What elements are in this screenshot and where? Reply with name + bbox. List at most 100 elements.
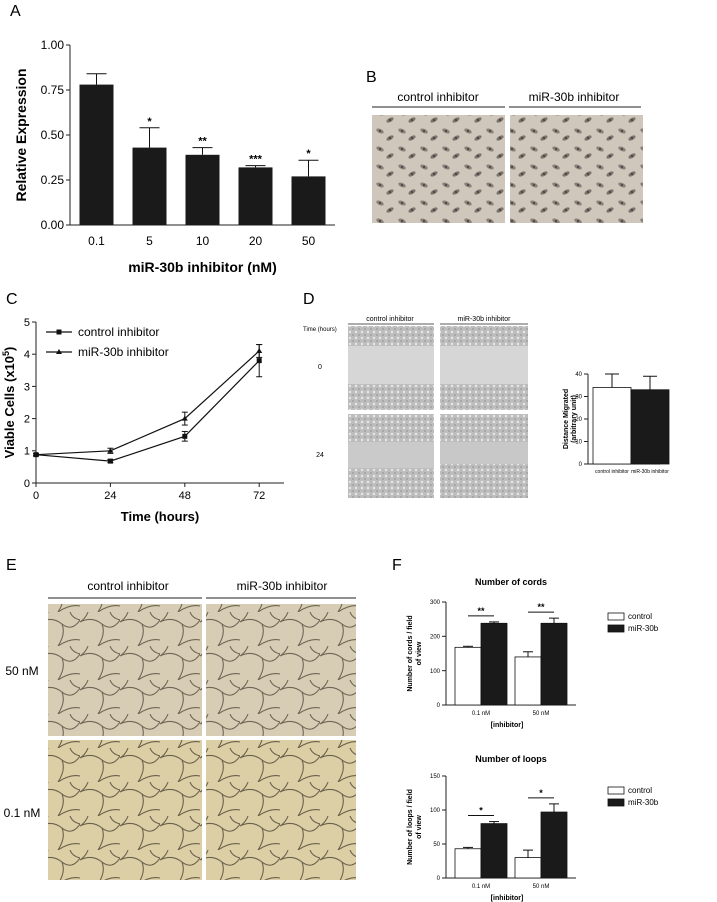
panel-d-row-0: 0 (318, 364, 322, 371)
chart-f2-legend-swatch (607, 798, 625, 807)
chart-a-xlabel: miR-30b inhibitor (nM) (128, 259, 277, 275)
chart-a-ytick-label: 0.25 (41, 173, 65, 187)
chart-d-bar (630, 389, 670, 465)
chart-f1-ylabel-2: of view (416, 641, 423, 665)
chart-f2-bar (540, 811, 568, 879)
chart-a-significance: *** (249, 154, 263, 166)
chart-f2: Number of loops 0 50 100 150 * 0.1 nM * 50 nM [in… (407, 754, 659, 902)
chart-f1: Number of cords 0 100 200 300 ** 0.1 nM ** 50 nM… (407, 577, 659, 729)
chart-f2-ylabel-2: of view (416, 815, 423, 839)
chart-f2-ytick-label: 0 (437, 876, 441, 882)
chart-c-point (33, 451, 39, 457)
chart-f2-bar (480, 823, 508, 879)
chart-c-ytick-label: 0 (24, 478, 30, 490)
chart-f2-legend-swatch (607, 786, 625, 795)
chart-d-ytick-label: 20 (575, 417, 582, 423)
chart-a-xtick-label: 20 (249, 234, 263, 248)
chart-a-bar (79, 84, 114, 225)
chart-f1-xlabel: [inhibitor] (491, 722, 524, 729)
chart-d-bar (592, 387, 632, 465)
chart-c-ylabel-main: Viable Cells (x10 (2, 356, 17, 458)
chart-c-legend-label: miR-30b inhibitor (78, 345, 169, 359)
chart-c: 0 1 2 3 4 5 0 24 48 72 control inhibitor miR-30b in… (1, 317, 284, 524)
chart-f1-legend-label: control (628, 612, 652, 621)
chart-c-xtick-label: 24 (104, 490, 116, 502)
chart-a-significance: * (147, 116, 152, 128)
chart-a-ytick-label: 0.75 (41, 83, 65, 97)
chart-c-xtick-label: 72 (253, 490, 265, 502)
chart-a-bar (291, 176, 326, 225)
tube-control-0-1nm (48, 740, 202, 880)
panel-label-e: E (6, 557, 17, 574)
panel-label-c: C (6, 291, 18, 308)
chart-d-xtick-label: miR-30b inhibitor (631, 469, 669, 475)
chart-a-bar (132, 147, 167, 225)
panel-label-b: B (366, 69, 377, 86)
chart-c-point (181, 415, 188, 421)
panel-e-row-50nm: 50 nM (5, 664, 38, 678)
tube-mir30b-50nm (206, 604, 356, 736)
chart-d-ytick-label: 30 (575, 395, 582, 401)
chart-f2-bar (514, 857, 542, 879)
chart-f1-bar (514, 656, 542, 706)
scratch-mir30b-24h (440, 414, 528, 498)
chart-c-xtick-label: 0 (33, 490, 39, 502)
panel-b-micrographs: control inhibitor miR-30b inhibitor (372, 90, 643, 223)
chart-a-xtick-label: 5 (146, 234, 153, 248)
chart-d-ytick-label: 40 (575, 372, 582, 378)
chart-f1-significance: ** (477, 606, 485, 616)
chart-c-point (256, 358, 262, 364)
chart-d: 0 10 20 30 40 control inhibitor miR-30b inhibi… (563, 372, 670, 475)
scratch-mir30b-0h (440, 326, 528, 410)
tube-mir30b-0-1nm (206, 740, 356, 880)
chart-c-ytick-label: 4 (24, 349, 30, 361)
chart-c-ytick-label: 2 (24, 413, 30, 425)
chart-f1-legend-label: miR-30b (628, 624, 659, 633)
chart-c-ylabel-end: ) (2, 347, 17, 351)
chart-c-ytick-label: 1 (24, 446, 30, 458)
panel-e-tube-images: control inhibitor miR-30b inhibitor 50 n… (4, 579, 356, 880)
chart-a-ylabel: Relative Expression (13, 68, 29, 201)
chart-f1-legend-swatch (607, 612, 625, 621)
scratch-control-0h (348, 326, 434, 410)
chart-f1-legend-swatch (607, 624, 625, 633)
chart-c-ytick-label: 3 (24, 381, 30, 393)
panel-d-scratch-images: control inhibitor miR-30b inhibitor Time… (303, 316, 528, 498)
chart-c-xlabel: Time (hours) (121, 509, 200, 524)
chart-a-xtick-label: 0.1 (88, 234, 105, 248)
chart-a-ytick-label: 0.00 (41, 218, 65, 232)
chart-a-bar (238, 167, 273, 225)
chart-f2-ytick-label: 150 (430, 774, 441, 780)
chart-c-legend-marker (56, 349, 62, 354)
chart-c-legend-marker (56, 329, 62, 335)
chart-f1-bar (480, 622, 508, 706)
chart-f2-significance: * (539, 788, 543, 798)
chart-d-ytick-label: 10 (575, 440, 582, 446)
chart-f2-bar (454, 848, 482, 879)
chart-c-ylabel-sup: 5 (1, 351, 11, 356)
panel-e-header-control: control inhibitor (87, 579, 168, 593)
chart-f1-ytick-label: 100 (430, 669, 441, 675)
chart-c-ytick-label: 5 (24, 317, 30, 329)
chart-d-ytick-label: 0 (579, 462, 583, 468)
chart-a-ytick-label: 0.50 (41, 128, 65, 142)
chart-f1-ytick-label: 300 (430, 600, 441, 606)
panel-d-header-mir30b: miR-30b inhibitor (458, 316, 512, 323)
panel-e-header-mir30b: miR-30b inhibitor (237, 579, 328, 593)
chart-f1-significance: ** (537, 602, 545, 612)
chart-c-point (107, 447, 114, 453)
chart-f2-xlabel: [inhibitor] (491, 895, 524, 902)
panel-label-f: F (392, 557, 402, 574)
chart-a-significance: ** (198, 136, 207, 148)
chart-d-ylabel: Distance Migrated (563, 389, 570, 449)
tube-control-50nm (48, 604, 202, 736)
micrograph-mir30b-inhibitor (510, 115, 643, 223)
chart-f2-title: Number of loops (475, 754, 547, 764)
chart-f1-ylabel: Number of cords / field (407, 615, 414, 691)
chart-f1-ytick-label: 0 (437, 703, 441, 709)
panel-label-a: A (10, 3, 21, 20)
scratch-control-24h (348, 414, 434, 498)
panel-d-row-24: 24 (316, 452, 324, 459)
chart-a-ytick-label: 1.00 (41, 38, 65, 52)
